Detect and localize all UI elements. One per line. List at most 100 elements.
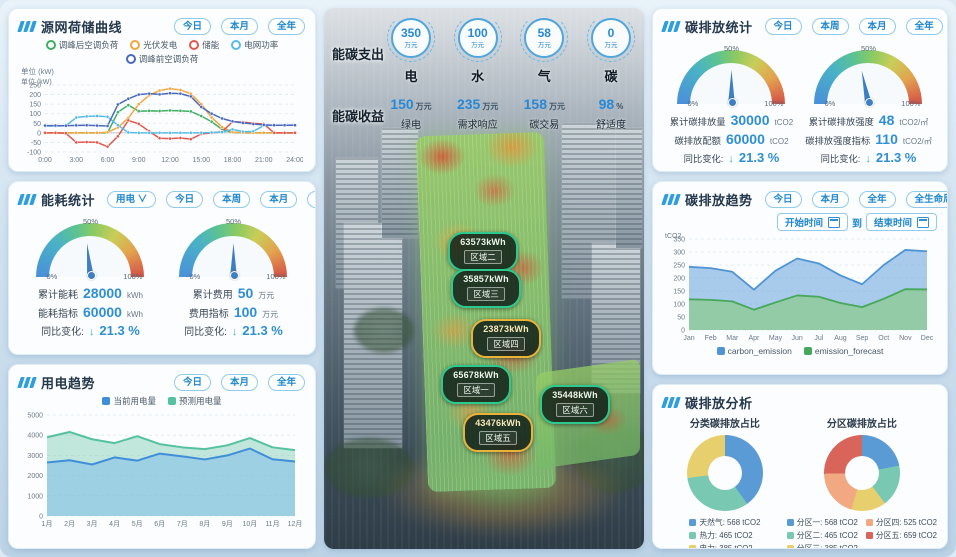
- start-date-picker[interactable]: 开始时间: [776, 213, 848, 231]
- legend-item[interactable]: 预测用电量: [168, 395, 222, 407]
- legend-item[interactable]: 调峰前空调负荷: [125, 53, 198, 65]
- donut-legend-item[interactable]: 分区三: 385 tCO2: [786, 543, 858, 548]
- year-button[interactable]: 全年: [267, 18, 305, 35]
- stat-label: 碳排放配额: [674, 136, 721, 146]
- donut-legend-item[interactable]: 热力: 465 tCO2: [689, 530, 760, 541]
- region-marker-zone1[interactable]: 65678kWh 区域一: [441, 365, 511, 404]
- year-button[interactable]: 全年: [858, 191, 896, 208]
- legend-item[interactable]: 调峰后空调负荷: [45, 39, 118, 51]
- legend-marker: [786, 519, 794, 526]
- building: [382, 128, 418, 238]
- svg-text:1月: 1月: [42, 520, 53, 528]
- svg-text:18:00: 18:00: [224, 157, 242, 164]
- month-button[interactable]: 本月: [220, 374, 258, 391]
- donut-legend-item[interactable]: 分区一: 568 tCO2: [786, 517, 858, 528]
- donut-legend-item[interactable]: 电力: 385 tCO2: [689, 543, 760, 548]
- region-marker-zone3[interactable]: 35857kWh 区域三: [451, 269, 521, 308]
- stat-circle: 350 万元: [387, 14, 435, 62]
- change-value: 21.3 %: [99, 323, 140, 338]
- legend-marker: [865, 519, 873, 526]
- change-value: 21.3 %: [738, 150, 780, 165]
- panel-carbon-stats: 碳排放统计 今日 本周 本月 全年 50% 0% 100% 累计碳排放量 30000 t…: [652, 8, 948, 172]
- svg-text:2月: 2月: [64, 520, 75, 528]
- expense-item-carbon: 0 万元 碳: [582, 14, 640, 85]
- legend-marker: [689, 532, 697, 539]
- panel-title-icon: [661, 397, 681, 408]
- svg-text:4000: 4000: [27, 433, 43, 440]
- svg-text:单位 (kW): 单位 (kW): [21, 77, 52, 86]
- stat-label: 同比变化:: [683, 154, 724, 164]
- expense-item-gas: 58 万元 气: [515, 14, 573, 85]
- stat-value: 110: [875, 131, 898, 147]
- panel-title: 碳排放分析: [685, 396, 753, 411]
- today-button[interactable]: 今日: [764, 18, 802, 35]
- week-button[interactable]: 本周: [213, 191, 251, 208]
- today-button[interactable]: 今日: [173, 374, 211, 391]
- region-marker-zone6[interactable]: 35448kWh 区域六: [540, 385, 610, 424]
- zone-donut-block: 分区碳排放占比 分区一: 568 tCO2 分区二: 465 tCO2 分区三: 3…: [786, 414, 937, 548]
- today-button[interactable]: 今日: [764, 191, 802, 208]
- legend-item[interactable]: 当前用电量: [102, 395, 156, 407]
- svg-text:Feb: Feb: [705, 335, 717, 342]
- region-marker-zone2[interactable]: 63573kWh 区域二: [448, 232, 518, 271]
- legend-marker: [689, 519, 697, 526]
- income-row: 150 万元 绿电 235 万元 需求响应 158 万元 碳交易 98% 舒适度: [382, 96, 640, 131]
- change-value: 21.3 %: [875, 150, 917, 165]
- expense-row: 350 万元 电 100 万元 水 58 万元 气 0 万元 碳: [382, 14, 640, 85]
- stat-circle: 100 万元: [453, 14, 502, 62]
- panel-title-icon: [17, 194, 37, 205]
- legend-item[interactable]: 光伏发电: [130, 39, 177, 51]
- donut-legend-item[interactable]: 分区五: 659 tCO2: [865, 530, 937, 541]
- svg-text:6月: 6月: [154, 520, 165, 528]
- legend-item[interactable]: 储能: [189, 39, 219, 51]
- month-button[interactable]: 本月: [811, 191, 849, 208]
- y-axis-unit-label: 单位 (kW): [21, 67, 54, 76]
- legend-item[interactable]: emission_forecast: [803, 346, 883, 356]
- stat-label: 同比变化:: [184, 327, 227, 338]
- donut-legend: 天然气: 568 tCO2 热力: 465 tCO2 电力: 385 tCO2: [689, 517, 760, 548]
- donut-legend-item[interactable]: 分区四: 525 tCO2: [865, 517, 937, 528]
- svg-text:8月: 8月: [199, 520, 210, 528]
- gauge: 50% 0% 100%: [179, 217, 288, 281]
- donut-legend-item[interactable]: 分区二: 465 tCO2: [786, 530, 858, 541]
- legend-item[interactable]: 电网功率: [231, 39, 278, 51]
- svg-text:0: 0: [681, 328, 685, 335]
- donut-legend-item[interactable]: 天然气: 568 tCO2: [689, 517, 760, 528]
- donut-subtitle: 分区碳排放占比: [826, 419, 897, 430]
- panel-title-icon: [17, 21, 37, 32]
- stat-circle: 58 万元: [520, 14, 569, 62]
- svg-text:Mar: Mar: [726, 335, 739, 342]
- svg-text:-100: -100: [27, 150, 41, 157]
- stat-value: 28000: [83, 285, 122, 301]
- year-button[interactable]: 全年: [307, 191, 315, 208]
- year-button[interactable]: 全年: [905, 18, 943, 35]
- svg-text:Jan: Jan: [683, 335, 694, 342]
- building: [616, 128, 642, 248]
- region-marker-zone5[interactable]: 43476kWh 区域五: [463, 413, 533, 452]
- svg-text:100: 100: [29, 111, 41, 118]
- svg-text:3:00: 3:00: [69, 157, 83, 164]
- energy-type-dropdown[interactable]: 用电 ∨: [107, 191, 157, 208]
- today-button[interactable]: 今日: [173, 18, 211, 35]
- year-button[interactable]: 全年: [267, 374, 305, 391]
- region-marker-zone4[interactable]: 23873kWh 区域四: [471, 319, 541, 358]
- today-button[interactable]: 今日: [166, 191, 204, 208]
- month-button[interactable]: 本月: [220, 18, 258, 35]
- line-chart: -100 -50 0 50 100 150 200 250 0:00 3:00 6:00 9:00 12…: [19, 77, 305, 165]
- month-button[interactable]: 本月: [858, 18, 896, 35]
- city-aerial-view: 能碳支出 350 万元 电 100 万元 水 58 万元 气 0 万元 碳 能碳收益 1…: [324, 8, 644, 549]
- end-date-picker[interactable]: 结束时间: [865, 213, 937, 231]
- svg-text:May: May: [769, 335, 783, 342]
- month-button[interactable]: 本月: [260, 191, 298, 208]
- area-chart: 0 1000 2000 3000 4000 5000 1月 2月 3月 4月 5月 6月 7月 8月 9月 1…: [19, 407, 305, 529]
- down-arrow-icon: ↓: [231, 326, 238, 338]
- legend-item[interactable]: carbon_emission: [716, 346, 792, 356]
- week-button[interactable]: 本周: [811, 18, 849, 35]
- donut-chart-category: [686, 435, 763, 511]
- donut-chart-zone: [823, 435, 900, 511]
- panel-power-trend: 用电趋势 今日 本月 全年 当前用电量 预测用电量 0 1000 2000 3000 40…: [8, 364, 316, 549]
- svg-text:12月: 12月: [288, 520, 303, 528]
- svg-text:tCO2: tCO2: [665, 233, 681, 240]
- lifecycle-button[interactable]: 全生命周期: [905, 191, 947, 208]
